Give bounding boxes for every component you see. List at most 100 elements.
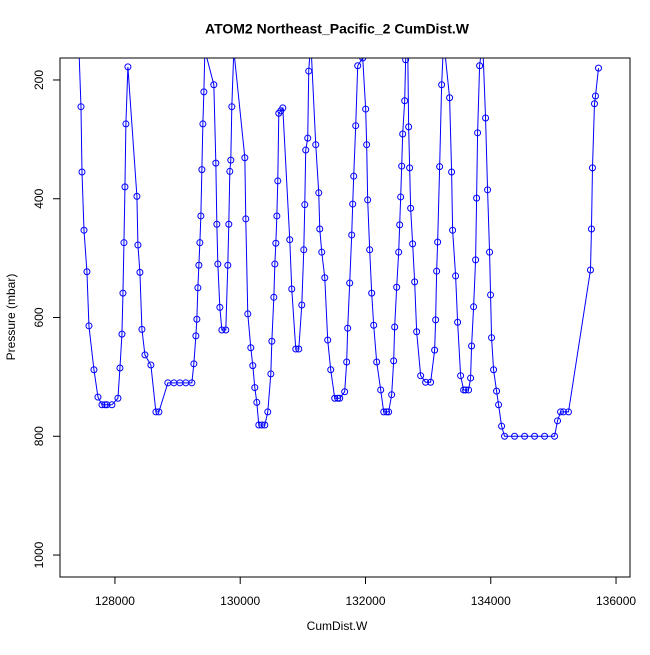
data-point (258, 421, 266, 429)
data-point (193, 315, 201, 323)
data-point (274, 177, 282, 185)
data-point (406, 164, 414, 172)
data-point (436, 163, 444, 171)
data-point (324, 336, 332, 344)
data-point (199, 120, 207, 128)
data-point (393, 283, 401, 291)
data-point (407, 204, 415, 212)
data-point (438, 81, 446, 89)
data-point (292, 345, 300, 353)
data-point (121, 183, 129, 191)
x-tick-label: 130000 (220, 594, 260, 608)
data-point (136, 268, 144, 276)
data-point (370, 321, 378, 329)
data-point (334, 394, 342, 402)
data-point (212, 159, 220, 167)
data-point (352, 122, 360, 130)
data-point (346, 279, 354, 287)
data-point (264, 408, 272, 416)
data-point (197, 212, 205, 220)
data-point (120, 239, 128, 247)
data-point (501, 432, 509, 440)
data-point (590, 100, 598, 108)
data-point (331, 394, 339, 402)
data-point (336, 394, 344, 402)
data-point (474, 129, 482, 137)
data-point (80, 226, 88, 234)
data-point (586, 266, 594, 274)
data-point (591, 92, 599, 100)
data-point (227, 156, 235, 164)
y-tick-label: 600 (32, 307, 46, 327)
data-point (397, 193, 405, 201)
data-point (344, 324, 352, 332)
data-point (270, 293, 278, 301)
data-point (364, 196, 372, 204)
data-point (210, 81, 218, 89)
data-point (261, 421, 269, 429)
data-point (98, 401, 106, 409)
data-point (551, 432, 559, 440)
data-point (286, 236, 294, 244)
data-point (147, 361, 155, 369)
data-point (446, 94, 454, 102)
data-point (350, 172, 358, 180)
data-point (560, 408, 568, 416)
data-point (122, 120, 130, 128)
data-point (318, 248, 326, 256)
data-point (138, 325, 146, 333)
data-point (312, 141, 320, 149)
data-point (349, 200, 357, 208)
data-point (486, 248, 494, 256)
data-point (405, 123, 413, 131)
data-point (288, 285, 296, 293)
data-point (152, 408, 160, 416)
data-point (391, 323, 399, 331)
data-point (218, 326, 226, 334)
data-point (368, 289, 376, 297)
data-point (482, 114, 490, 122)
x-tick-label: 132000 (345, 594, 385, 608)
data-point (363, 141, 371, 149)
data-point (108, 401, 116, 409)
data-point (85, 322, 93, 330)
data-point (587, 225, 595, 233)
data-point (133, 192, 141, 200)
data-point (241, 154, 249, 162)
data-point (273, 212, 281, 220)
data-point (417, 372, 425, 380)
data-point (366, 246, 374, 254)
data-point (395, 248, 403, 256)
data-point (271, 260, 279, 268)
data-point (460, 386, 468, 394)
data-point (495, 401, 503, 409)
data-point (354, 62, 362, 70)
data-point (484, 186, 492, 194)
y-tick-label: 1000 (32, 541, 46, 568)
data-point (398, 162, 406, 170)
data-point (225, 220, 233, 228)
data-point (473, 194, 481, 202)
data-point (124, 63, 132, 71)
data-point (83, 268, 91, 276)
data-point (564, 408, 572, 416)
y-axis-label: Pressure (mbar) (4, 274, 18, 361)
data-point (388, 391, 396, 399)
data-point (341, 388, 349, 396)
y-tick-label: 400 (32, 188, 46, 208)
data-point (373, 358, 381, 366)
data-point (302, 146, 310, 154)
data-point (411, 278, 419, 286)
data-point (78, 168, 86, 176)
data-point (216, 303, 224, 311)
data-point (101, 401, 109, 409)
data-point (472, 256, 480, 264)
data-point (401, 97, 409, 105)
data-point (431, 346, 439, 354)
x-tick-label: 134000 (471, 594, 511, 608)
data-point (321, 274, 329, 282)
y-tick-label: 200 (32, 70, 46, 90)
data-point (200, 88, 208, 96)
data-point (118, 330, 126, 338)
data-point (242, 215, 250, 223)
